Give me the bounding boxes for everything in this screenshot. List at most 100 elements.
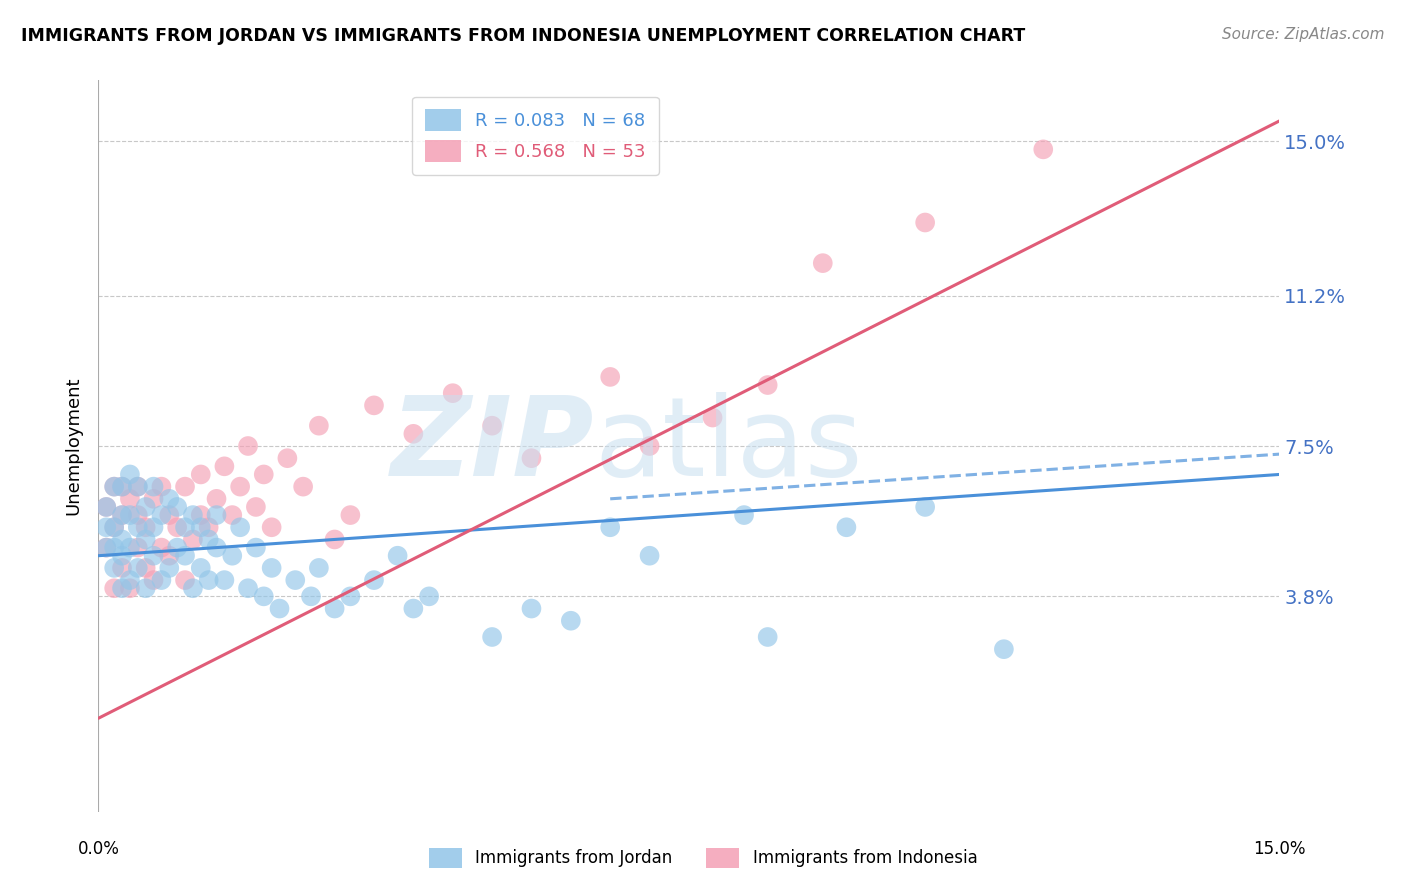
- Point: [276, 451, 298, 466]
- Point: [181, 508, 204, 522]
- Text: 15.0%: 15.0%: [1253, 840, 1306, 858]
- Point: [142, 480, 165, 494]
- Point: [197, 533, 219, 547]
- Point: [190, 508, 212, 522]
- Point: [103, 581, 125, 595]
- Point: [638, 549, 661, 563]
- Point: [103, 520, 125, 534]
- Point: [157, 549, 180, 563]
- Point: [111, 533, 134, 547]
- Point: [111, 561, 134, 575]
- Y-axis label: Unemployment: Unemployment: [65, 376, 83, 516]
- Point: [111, 480, 134, 494]
- Point: [103, 520, 125, 534]
- Point: [103, 480, 125, 494]
- Point: [127, 508, 149, 522]
- Point: [103, 541, 125, 555]
- Point: [253, 467, 276, 482]
- Point: [221, 508, 243, 522]
- Point: [174, 480, 197, 494]
- Point: [142, 491, 165, 506]
- Legend: Immigrants from Jordan, Immigrants from Indonesia: Immigrants from Jordan, Immigrants from …: [422, 841, 984, 875]
- Point: [756, 630, 779, 644]
- Point: [111, 508, 134, 522]
- Point: [150, 508, 173, 522]
- Text: ZIP: ZIP: [391, 392, 595, 500]
- Point: [150, 480, 173, 494]
- Point: [166, 541, 188, 555]
- Point: [135, 500, 157, 514]
- Point: [292, 480, 315, 494]
- Point: [284, 573, 307, 587]
- Point: [127, 480, 149, 494]
- Point: [221, 549, 243, 563]
- Point: [190, 467, 212, 482]
- Point: [599, 370, 621, 384]
- Point: [993, 642, 1015, 657]
- Point: [96, 500, 118, 514]
- Point: [260, 520, 283, 534]
- Point: [638, 439, 661, 453]
- Point: [135, 581, 157, 595]
- Point: [205, 508, 228, 522]
- Point: [599, 520, 621, 534]
- Point: [914, 215, 936, 229]
- Text: 0.0%: 0.0%: [77, 840, 120, 858]
- Point: [181, 581, 204, 595]
- Point: [253, 590, 276, 604]
- Point: [702, 410, 724, 425]
- Point: [150, 541, 173, 555]
- Point: [260, 561, 283, 575]
- Point: [142, 549, 165, 563]
- Point: [418, 590, 440, 604]
- Point: [323, 533, 346, 547]
- Point: [481, 630, 503, 644]
- Point: [111, 549, 134, 563]
- Point: [229, 520, 252, 534]
- Point: [118, 541, 141, 555]
- Point: [520, 601, 543, 615]
- Point: [166, 520, 188, 534]
- Point: [205, 541, 228, 555]
- Point: [135, 561, 157, 575]
- Point: [308, 418, 330, 433]
- Point: [135, 533, 157, 547]
- Point: [190, 561, 212, 575]
- Point: [103, 561, 125, 575]
- Text: atlas: atlas: [595, 392, 863, 500]
- Point: [914, 500, 936, 514]
- Point: [363, 573, 385, 587]
- Point: [157, 561, 180, 575]
- Point: [197, 520, 219, 534]
- Point: [127, 520, 149, 534]
- Point: [299, 590, 322, 604]
- Point: [157, 491, 180, 506]
- Point: [835, 520, 858, 534]
- Point: [245, 541, 267, 555]
- Point: [174, 573, 197, 587]
- Point: [1032, 142, 1054, 156]
- Legend: R = 0.083   N = 68, R = 0.568   N = 53: R = 0.083 N = 68, R = 0.568 N = 53: [412, 96, 658, 175]
- Point: [118, 491, 141, 506]
- Point: [441, 386, 464, 401]
- Point: [402, 426, 425, 441]
- Point: [118, 581, 141, 595]
- Point: [339, 590, 361, 604]
- Point: [190, 520, 212, 534]
- Point: [96, 500, 118, 514]
- Point: [142, 520, 165, 534]
- Point: [363, 398, 385, 412]
- Point: [481, 418, 503, 433]
- Point: [96, 541, 118, 555]
- Point: [127, 541, 149, 555]
- Point: [96, 541, 118, 555]
- Point: [214, 459, 236, 474]
- Point: [205, 491, 228, 506]
- Point: [339, 508, 361, 522]
- Point: [236, 581, 259, 595]
- Point: [103, 480, 125, 494]
- Point: [229, 480, 252, 494]
- Point: [560, 614, 582, 628]
- Point: [127, 480, 149, 494]
- Point: [387, 549, 409, 563]
